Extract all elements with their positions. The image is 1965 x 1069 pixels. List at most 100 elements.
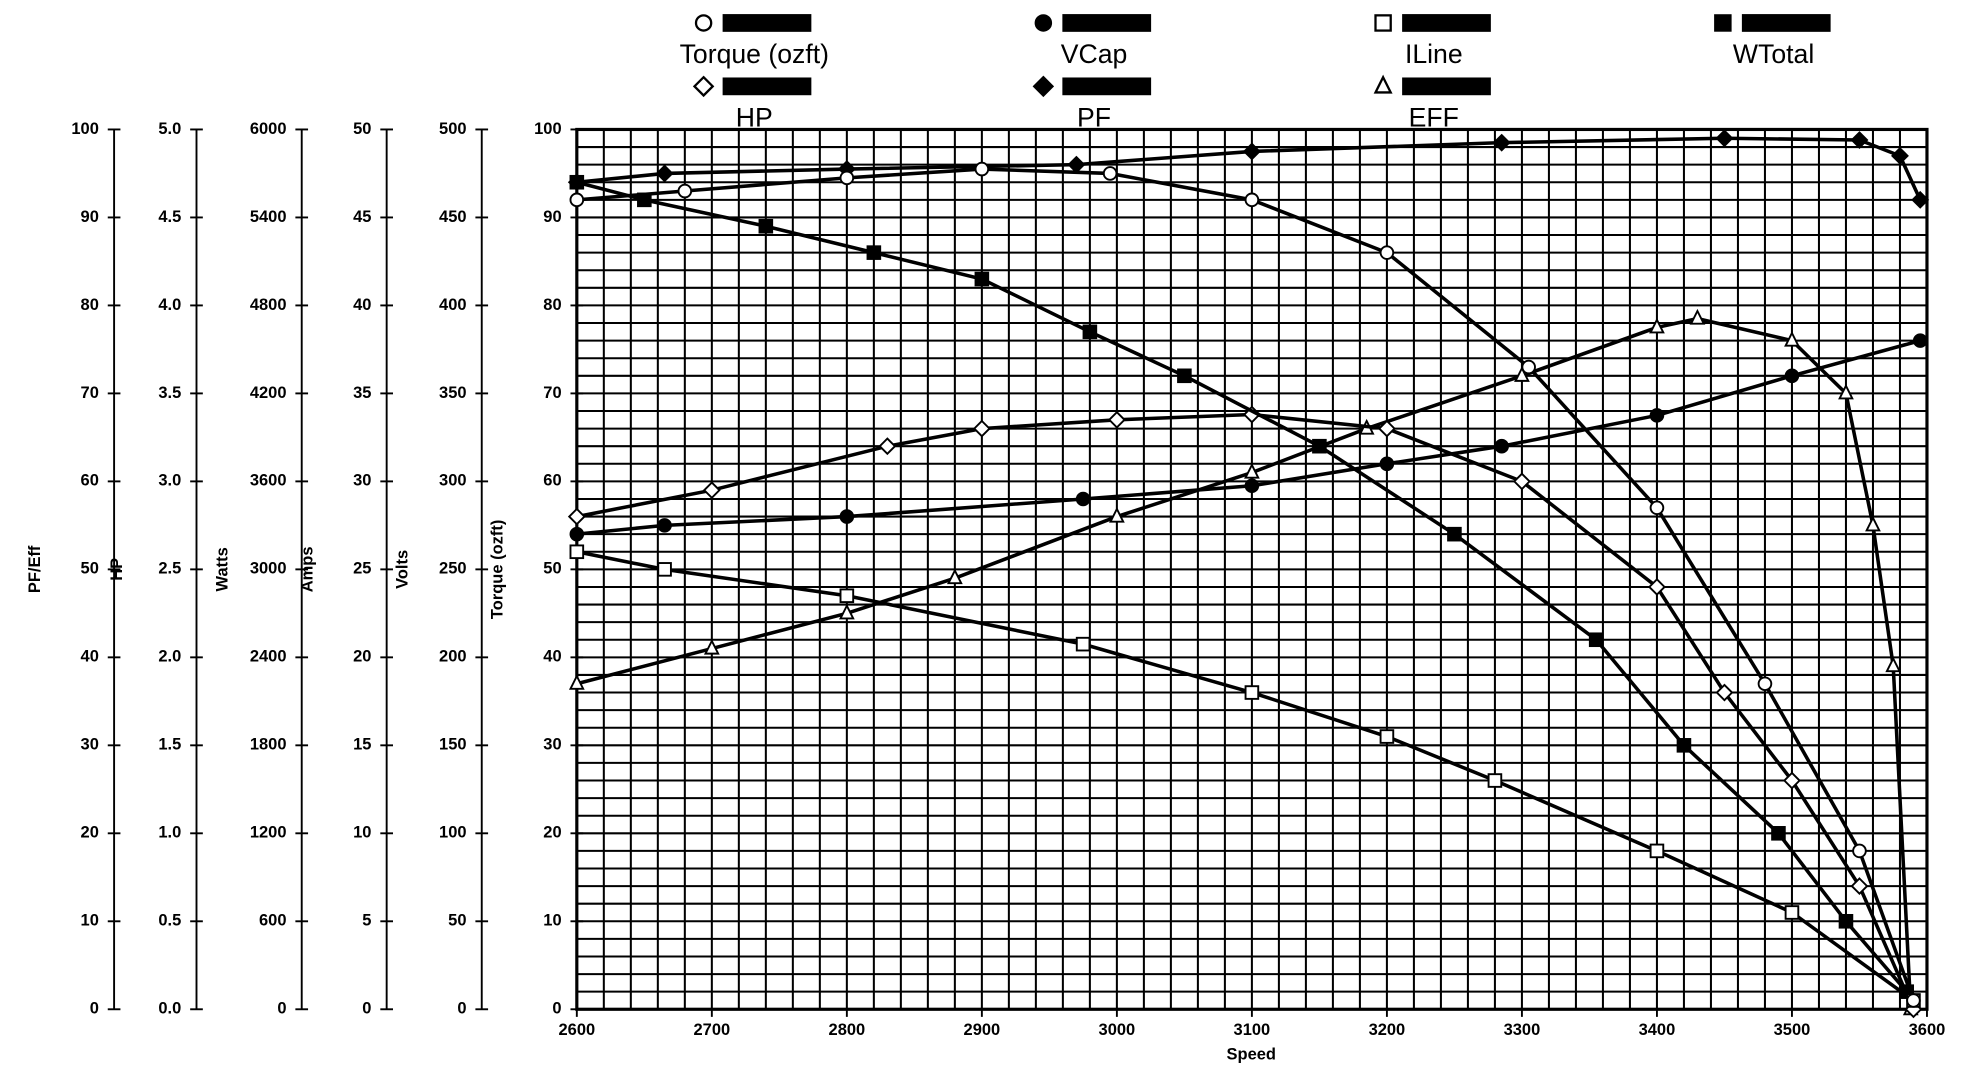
- y-tick-label: 50: [353, 120, 371, 138]
- marker: [1244, 462, 1260, 479]
- y-tick-label: 5: [362, 912, 371, 930]
- legend-label: HP: [736, 102, 773, 132]
- marker: [1492, 133, 1511, 152]
- y-tick-label: 60: [81, 472, 99, 490]
- x-tick-label: 3300: [1504, 1021, 1541, 1039]
- marker: [1649, 408, 1665, 423]
- legend-swatch: [1062, 14, 1152, 32]
- y-tick-label: 0: [277, 1000, 286, 1018]
- marker: [569, 544, 585, 560]
- y-tick-label: 1200: [250, 824, 287, 842]
- legend-label: ILine: [1405, 39, 1463, 69]
- x-tick-label: 2800: [829, 1021, 866, 1039]
- y-tick-label: 450: [439, 208, 466, 226]
- marker: [1521, 359, 1536, 375]
- legend-label: EFF: [1409, 102, 1459, 132]
- y-tick-label: 10: [81, 912, 99, 930]
- x-tick-label: 3200: [1369, 1021, 1406, 1039]
- marker: [1906, 993, 1921, 1008]
- x-tick-label: 3600: [1909, 1021, 1946, 1039]
- marker: [694, 14, 713, 32]
- marker: [569, 192, 585, 208]
- marker: [1244, 685, 1260, 700]
- marker: [1177, 368, 1192, 384]
- marker: [1034, 14, 1053, 32]
- y-tick-label: 25: [353, 560, 371, 578]
- y-tick-label: 80: [81, 296, 99, 314]
- marker: [1850, 877, 1869, 896]
- y-tick-label: 3.5: [158, 384, 181, 402]
- marker: [1447, 526, 1462, 542]
- marker: [839, 509, 855, 524]
- y-tick-label: 20: [81, 824, 99, 842]
- marker: [1676, 738, 1692, 753]
- y-tick-label: 3000: [250, 560, 287, 578]
- y-tick-label: 30: [81, 736, 99, 754]
- x-tick-label: 2900: [964, 1021, 1001, 1039]
- y-tick-label: 200: [439, 648, 466, 666]
- y-tick-label: 10: [543, 912, 561, 930]
- marker: [1487, 773, 1503, 788]
- marker: [1244, 192, 1260, 208]
- y-tick-label: 35: [353, 384, 371, 402]
- y-axis-label: Volts: [394, 550, 412, 589]
- y-tick-label: 90: [543, 208, 561, 226]
- marker: [1852, 843, 1867, 859]
- y-tick-label: 600: [259, 912, 286, 930]
- marker: [1715, 683, 1734, 702]
- legend-swatch: [1402, 14, 1491, 32]
- y-axis-label: HP: [108, 558, 126, 581]
- marker: [657, 562, 672, 577]
- marker: [1783, 771, 1801, 790]
- y-tick-label: 80: [543, 296, 561, 314]
- marker: [1379, 456, 1395, 472]
- marker: [1885, 656, 1902, 673]
- y-tick-label: 2.0: [158, 648, 181, 666]
- marker: [1379, 245, 1395, 260]
- y-tick-label: 1.5: [158, 736, 181, 754]
- legend-swatch: [1741, 14, 1831, 32]
- marker: [1032, 75, 1055, 98]
- marker: [1784, 905, 1800, 920]
- y-tick-label: 60: [543, 472, 561, 490]
- marker: [1715, 129, 1734, 148]
- y-tick-label: 2.5: [158, 560, 181, 578]
- y-tick-label: 50: [81, 560, 99, 578]
- marker: [1514, 366, 1530, 382]
- y-tick-label: 0: [457, 1000, 466, 1018]
- y-tick-label: 6000: [250, 120, 287, 138]
- y-tick-label: 0.0: [158, 1000, 181, 1018]
- marker: [1377, 419, 1396, 438]
- y-tick-label: 250: [439, 560, 466, 578]
- marker: [1784, 368, 1800, 384]
- y-tick-label: 0.5: [158, 912, 181, 930]
- marker: [1512, 472, 1531, 491]
- x-tick-label: 3100: [1234, 1021, 1271, 1039]
- marker: [1373, 74, 1393, 94]
- y-axis-label: Watts: [213, 547, 231, 591]
- y-tick-label: 40: [543, 648, 561, 666]
- marker: [702, 481, 721, 500]
- marker: [1714, 14, 1732, 32]
- y-tick-label: 0: [362, 1000, 371, 1018]
- marker: [838, 603, 855, 620]
- series-line: [576, 338, 1921, 536]
- marker: [1107, 410, 1126, 429]
- marker: [1850, 131, 1869, 149]
- y-tick-label: 0: [90, 1000, 99, 1018]
- marker: [758, 218, 774, 234]
- y-tick-label: 20: [543, 824, 561, 842]
- y-tick-label: 4.0: [158, 296, 181, 314]
- y-tick-label: 4200: [250, 384, 287, 402]
- y-tick-label: 0: [552, 1000, 561, 1018]
- x-tick-label: 2700: [694, 1021, 731, 1039]
- marker: [1075, 636, 1091, 652]
- marker: [1102, 166, 1118, 181]
- marker: [839, 170, 855, 186]
- marker: [1838, 383, 1854, 400]
- y-tick-label: 1800: [250, 736, 287, 754]
- y-tick-label: 70: [543, 384, 561, 402]
- y-axis-label: PF/Eff: [26, 545, 44, 593]
- legend-swatch: [1062, 77, 1152, 96]
